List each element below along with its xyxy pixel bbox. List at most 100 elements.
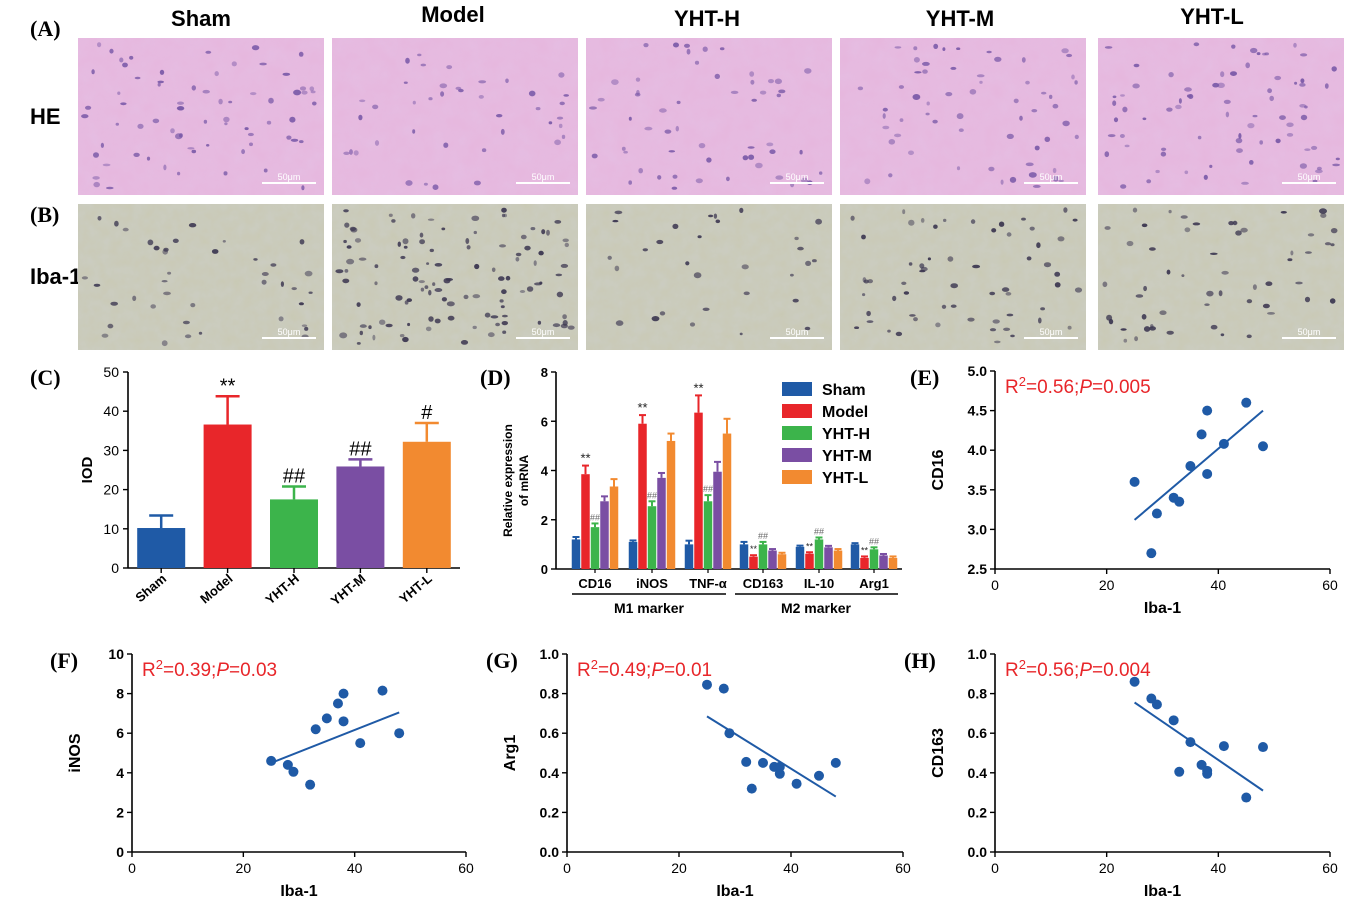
cell-nucleus <box>922 61 930 66</box>
cell-nucleus <box>1071 74 1075 80</box>
cell-nucleus <box>815 218 822 225</box>
panel-label-h: (H) <box>904 648 936 673</box>
cell-nucleus <box>950 304 957 308</box>
cell-nucleus <box>261 272 269 276</box>
cell-nucleus <box>106 186 114 190</box>
cell-nucleus <box>487 332 495 338</box>
x-tick-label: 40 <box>783 860 799 876</box>
cell-nucleus <box>223 116 230 123</box>
cell-nucleus <box>358 257 367 261</box>
cell-nucleus <box>432 184 439 190</box>
cell-nucleus <box>969 89 977 95</box>
y-axis-label: CD16 <box>930 449 947 490</box>
data-point <box>377 685 388 696</box>
x-axis-label: Iba-1 <box>280 883 317 900</box>
cell-nucleus <box>1021 57 1026 63</box>
cell-nucleus <box>501 213 506 218</box>
cell-nucleus <box>115 122 120 126</box>
data-point <box>1185 737 1196 748</box>
cell-nucleus <box>343 151 350 155</box>
cell-nucleus <box>558 123 563 129</box>
cell-nucleus <box>412 100 416 105</box>
cell-nucleus <box>1038 317 1042 324</box>
data-point <box>288 766 299 777</box>
cell-nucleus <box>289 116 296 123</box>
cell-nucleus <box>526 286 534 292</box>
row-label-iba: Iba-1 <box>30 264 81 289</box>
x-tick-label: 60 <box>1322 860 1338 876</box>
y-tick-label: 0 <box>541 562 548 577</box>
cell-nucleus <box>673 42 679 48</box>
cell-nucleus <box>132 295 137 301</box>
cell-nucleus <box>1005 292 1012 296</box>
cell-nucleus <box>892 295 897 302</box>
cell-nucleus <box>554 139 561 146</box>
cell-nucleus <box>214 71 219 77</box>
cell-nucleus <box>1329 298 1336 304</box>
significance-mark: ** <box>693 380 703 395</box>
cell-nucleus <box>231 61 237 67</box>
cell-nucleus <box>172 238 179 243</box>
x-axis-label: Iba-1 <box>1144 883 1181 900</box>
cell-nucleus <box>1231 44 1236 49</box>
y-tick-label: 1.0 <box>968 646 988 662</box>
cell-nucleus <box>1025 162 1034 167</box>
cell-nucleus <box>1324 242 1332 246</box>
cell-nucleus <box>177 101 184 105</box>
cell-nucleus <box>1256 52 1261 56</box>
cell-nucleus <box>241 149 246 155</box>
cell-nucleus <box>417 53 422 57</box>
bar-sham-3 <box>739 544 749 569</box>
cell-nucleus <box>1026 256 1032 261</box>
data-point <box>332 698 343 709</box>
cell-nucleus <box>244 127 249 131</box>
cell-nucleus <box>1112 100 1117 106</box>
bar-yht-l-4 <box>833 550 843 569</box>
cell-nucleus <box>675 125 679 132</box>
data-point <box>305 779 316 790</box>
bar-yht-l-5 <box>888 557 898 569</box>
cell-nucleus <box>1220 71 1225 78</box>
cell-nucleus <box>614 265 620 272</box>
cell-nucleus <box>739 332 743 336</box>
cell-nucleus <box>458 88 464 93</box>
scale-bar-label: 50μm <box>1040 172 1063 182</box>
cell-nucleus <box>177 171 181 176</box>
cell-nucleus <box>1235 230 1242 236</box>
regression-line <box>706 715 837 798</box>
cell-nucleus <box>1225 111 1230 118</box>
cell-nucleus <box>812 259 817 263</box>
cell-nucleus <box>750 79 755 85</box>
y-tick-label: 0 <box>116 844 124 860</box>
cell-nucleus <box>1049 94 1053 99</box>
bar-yht-m-0 <box>600 501 609 569</box>
micrograph-texture <box>586 38 832 195</box>
cell-nucleus <box>263 168 268 173</box>
cell-nucleus <box>81 114 89 119</box>
significance-mark: ** <box>806 541 814 551</box>
cell-nucleus <box>1040 307 1045 311</box>
cell-nucleus <box>1269 95 1274 102</box>
significance-mark: # <box>421 402 433 424</box>
cell-nucleus <box>989 291 996 296</box>
cell-nucleus <box>774 78 783 85</box>
cell-nucleus <box>434 318 441 324</box>
cell-nucleus <box>642 248 648 252</box>
bar-sham <box>137 528 186 568</box>
cell-nucleus <box>1262 303 1270 309</box>
cell-nucleus <box>1132 83 1140 89</box>
x-tick-label: CD16 <box>578 576 611 591</box>
cell-nucleus <box>1032 184 1041 188</box>
cell-nucleus <box>502 314 508 318</box>
cell-nucleus <box>282 72 291 76</box>
cell-nucleus <box>913 57 920 63</box>
cell-nucleus <box>266 120 272 125</box>
bar-yht-m-1 <box>657 477 666 569</box>
cell-nucleus <box>353 150 359 156</box>
cell-nucleus <box>1041 91 1047 95</box>
cell-nucleus <box>1044 136 1051 142</box>
cell-nucleus <box>638 168 643 174</box>
data-point <box>1129 476 1140 487</box>
cell-nucleus <box>564 242 569 248</box>
cell-nucleus <box>804 68 812 74</box>
